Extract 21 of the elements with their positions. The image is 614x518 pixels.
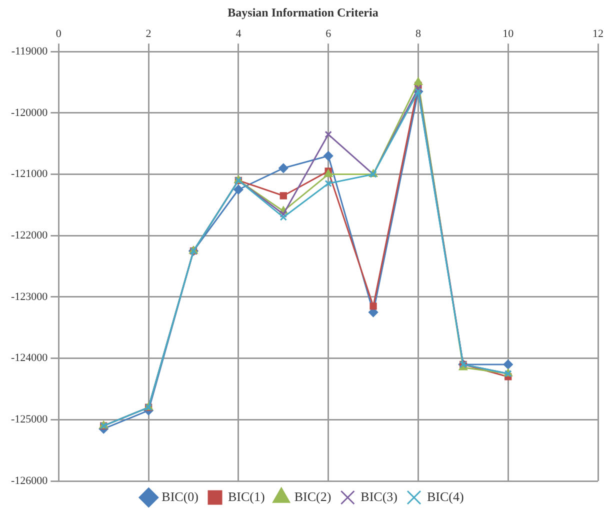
- x-tick-label: 10: [502, 28, 514, 40]
- legend-label: BIC(1): [228, 488, 265, 504]
- x-tick-label: 0: [56, 28, 62, 40]
- y-tick-label: -122000: [10, 230, 48, 242]
- legend-label: BIC(2): [294, 488, 332, 504]
- x-tick-label: 6: [326, 28, 332, 40]
- y-tick-label: -119000: [11, 45, 48, 58]
- legend-label: BIC(0): [162, 488, 199, 504]
- x-tick-label: 4: [236, 28, 242, 40]
- legend-label: BIC(4): [426, 488, 464, 504]
- y-tick-label: -120000: [10, 106, 48, 119]
- y-tick-label: -124000: [10, 352, 48, 364]
- y-tick-label: -123000: [10, 290, 48, 303]
- x-tick-label: 12: [592, 28, 604, 40]
- y-tick-label: -126000: [10, 474, 48, 487]
- x-tick-label: 8: [415, 28, 422, 40]
- y-tick-label: -125000: [10, 414, 48, 426]
- x-tick-label: 2: [146, 28, 152, 40]
- legend-label: BIC(3): [360, 488, 398, 504]
- y-tick-label: -121000: [10, 168, 48, 180]
- chart-title: Baysian Information Criteria: [228, 5, 378, 20]
